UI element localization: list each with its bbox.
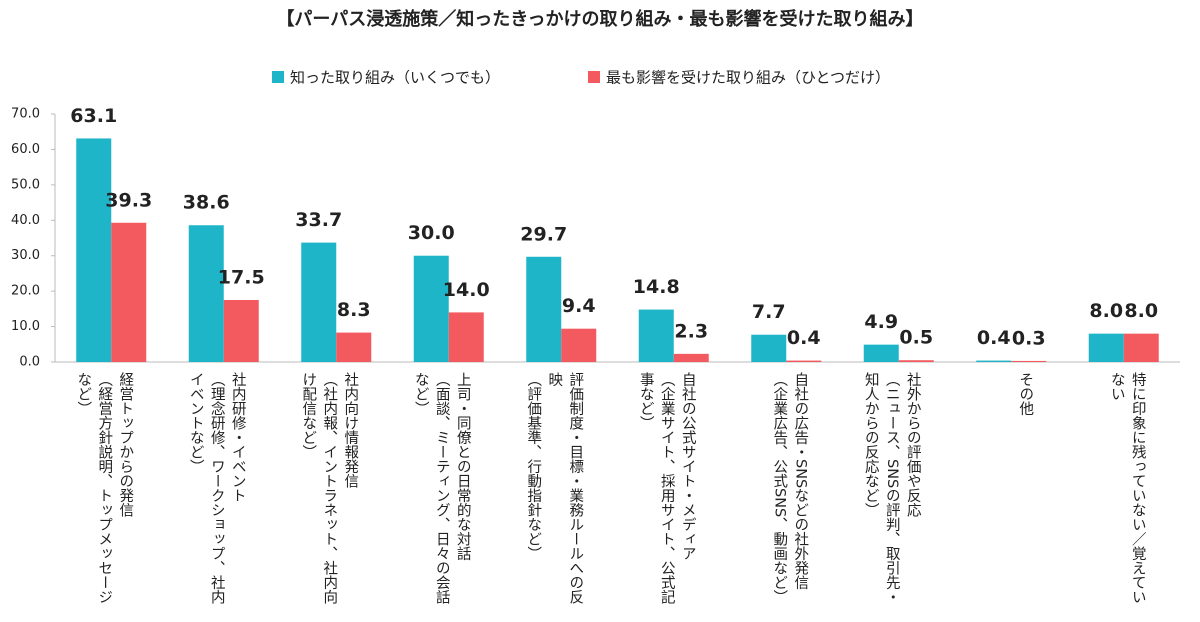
bar [526, 256, 562, 362]
value-label: 8.3 [337, 299, 371, 321]
value-label: 38.6 [183, 192, 230, 214]
x-tick-label: 特に印象に残っていない／覚えていない [1108, 372, 1146, 604]
y-tick-label: 60.0 [11, 142, 40, 157]
value-label: 0.5 [899, 327, 933, 349]
value-label: 17.5 [218, 267, 265, 289]
value-label: 2.3 [674, 320, 708, 342]
bar [1011, 360, 1047, 362]
value-label: 29.7 [520, 223, 567, 245]
y-tick-label: 20.0 [11, 284, 40, 299]
bar [301, 242, 337, 362]
bar [413, 255, 449, 362]
x-tick-label: その他 [1017, 372, 1034, 416]
bar [111, 222, 147, 362]
y-tick-label: 10.0 [11, 319, 40, 334]
y-tick-label: 40.0 [11, 213, 40, 228]
value-label: 63.1 [70, 105, 117, 127]
value-label: 14.8 [633, 276, 680, 298]
bar [898, 360, 934, 362]
value-label: 14.0 [443, 279, 490, 301]
bar [336, 332, 372, 362]
bar [1123, 333, 1159, 362]
y-tick-label: 0.0 [19, 355, 40, 370]
bar [223, 300, 259, 362]
bar [448, 312, 484, 362]
value-label: 39.3 [105, 189, 152, 211]
value-label: 33.7 [295, 209, 342, 231]
y-tick-label: 70.0 [11, 107, 40, 122]
value-label: 0.4 [787, 327, 821, 349]
value-label: 4.9 [864, 311, 898, 333]
x-tick-label: 経営トップからの発信 （経営方針説明、トップメッセージなど） [75, 372, 134, 604]
value-label: 8.0 [1089, 300, 1123, 322]
bar [786, 360, 822, 362]
bar [863, 344, 899, 362]
legend-label: 最も影響を受けた取り組み（ひとつだけ） [606, 69, 890, 87]
x-tick-label: 社内向け情報発信 （社内報、イントラネット、社内向け配信など） [300, 372, 359, 604]
x-tick-label: 評価制度・目標・業務ルールへの反映 （評価基準、行動指針など） [525, 372, 584, 604]
legend-swatch [272, 71, 284, 83]
x-tick-label: 自社の公式サイト・メディア （企業サイト、採用サイト、公式記事など） [637, 372, 696, 604]
bar [638, 309, 674, 362]
value-label: 0.4 [977, 327, 1011, 349]
bar [1088, 333, 1124, 362]
y-tick-label: 30.0 [11, 248, 40, 263]
value-label: 9.4 [562, 295, 596, 317]
legend-swatch [588, 71, 600, 83]
bar [76, 138, 112, 362]
value-label: 7.7 [752, 301, 786, 323]
bar [673, 353, 709, 362]
x-tick-label: 社内研修・イベント （理念研修、ワークショップ、社内イベントなど） [187, 372, 246, 604]
value-label: 0.3 [1012, 327, 1046, 349]
x-tick-label: 社外からの評価や反応 （ニュース、SNSの評判、取引先・知人からの反応など） [862, 372, 921, 605]
legend-label: 知った取り組み（いくつでも） [290, 69, 500, 87]
chart-title: 【パーパス浸透施策／知ったきっかけの取り組み・最も影響を受けた取り組み】 [276, 8, 923, 30]
value-label: 8.0 [1124, 300, 1158, 322]
value-label: 30.0 [408, 222, 455, 244]
x-tick-label: 自社の広告・SNSなどの社外発信 （企業広告、公式SNS、動画など） [771, 372, 809, 605]
bar [751, 334, 787, 362]
bar [188, 225, 224, 362]
y-tick-label: 50.0 [11, 177, 40, 192]
x-tick-label: 上司・同僚との日常的な対話 （面談、ミーティング、日々の会話など） [412, 372, 471, 604]
bar [976, 360, 1012, 362]
bar [561, 328, 597, 362]
